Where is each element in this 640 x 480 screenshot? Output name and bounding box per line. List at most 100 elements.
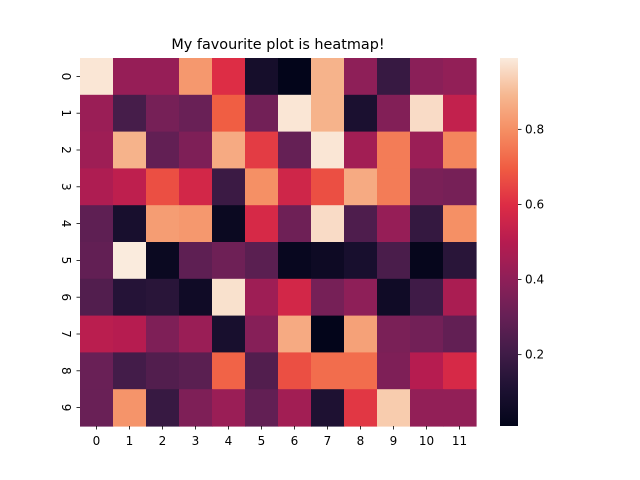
x-tick-label: 7: [324, 434, 332, 448]
heatmap-cell-r7-c1: [113, 315, 147, 353]
heatmap-cell-r9-c8: [344, 389, 378, 427]
heatmap-cell-r5-c6: [278, 242, 312, 280]
heatmap-cell-r6-c5: [245, 278, 279, 317]
y-tick-label: 7: [59, 330, 73, 338]
heatmap-cell-r0-c6: [278, 58, 312, 96]
heatmap-cell-r7-c11: [443, 315, 477, 353]
heatmap-cell-r8-c7: [311, 352, 345, 390]
heatmap-cell-r3-c9: [377, 168, 411, 206]
heatmap-cell-r9-c2: [146, 389, 180, 427]
heatmap-cell-r4-c2: [146, 205, 180, 243]
heatmap-cell-r6-c0: [80, 278, 114, 317]
heatmap-cell-r5-c0: [80, 242, 114, 280]
heatmap-cell-r1-c3: [179, 94, 213, 133]
heatmap-cell-r3-c0: [80, 168, 114, 206]
heatmap-cell-r1-c6: [278, 94, 312, 133]
heatmap-cell-r8-c3: [179, 352, 213, 390]
heatmap-cell-r4-c4: [212, 205, 246, 243]
heatmap-cell-r7-c3: [179, 315, 213, 353]
heatmap-cell-r9-c7: [311, 389, 345, 427]
heatmap-cell-r7-c6: [278, 315, 312, 353]
heatmap-cell-r8-c1: [113, 352, 147, 390]
heatmap-cell-r9-c10: [410, 389, 444, 427]
heatmap-cell-r7-c8: [344, 315, 378, 353]
heatmap-cell-r1-c9: [377, 94, 411, 133]
heatmap-cell-r4-c7: [311, 205, 345, 243]
heatmap-cell-r4-c10: [410, 205, 444, 243]
heatmap-cell-r9-c0: [80, 389, 114, 427]
colorbar-tick-label: 0.8: [525, 122, 544, 136]
heatmap-cell-r6-c1: [113, 278, 147, 317]
heatmap-cell-r1-c5: [245, 94, 279, 133]
heatmap-cell-r9-c5: [245, 389, 279, 427]
x-tick-label: 5: [258, 434, 266, 448]
heatmap-cell-r8-c10: [410, 352, 444, 390]
heatmap-cell-r3-c3: [179, 168, 213, 206]
heatmap-cell-r6-c4: [212, 278, 246, 317]
heatmap-cell-r4-c8: [344, 205, 378, 243]
heatmap-cell-r2-c10: [410, 131, 444, 169]
heatmap-cell-r6-c10: [410, 278, 444, 317]
heatmap-cell-r0-c1: [113, 58, 147, 96]
heatmap-cell-r9-c4: [212, 389, 246, 427]
heatmap-cell-r4-c5: [245, 205, 279, 243]
heatmap-cell-r5-c1: [113, 242, 147, 280]
heatmap-cell-r9-c11: [443, 389, 477, 427]
heatmap-cell-r2-c6: [278, 131, 312, 169]
heatmap-cell-r3-c7: [311, 168, 345, 206]
heatmap-cell-r5-c8: [344, 242, 378, 280]
heatmap-cell-r8-c6: [278, 352, 312, 390]
heatmap-cell-r3-c8: [344, 168, 378, 206]
heatmap-cell-r3-c4: [212, 168, 246, 206]
heatmap-cell-r8-c0: [80, 352, 114, 390]
heatmap-cell-r1-c10: [410, 94, 444, 133]
heatmap-cell-r3-c10: [410, 168, 444, 206]
heatmap-cell-r4-c6: [278, 205, 312, 243]
x-tick-label: 2: [159, 434, 167, 448]
heatmap-cell-r3-c2: [146, 168, 180, 206]
y-tick-label: 6: [59, 293, 73, 301]
heatmap-cell-r2-c11: [443, 131, 477, 169]
heatmap-cell-r1-c8: [344, 94, 378, 133]
heatmap-cell-r6-c7: [311, 278, 345, 317]
heatmap-cell-r2-c4: [212, 131, 246, 169]
heatmap-cell-r7-c2: [146, 315, 180, 353]
heatmap-cell-r7-c7: [311, 315, 345, 353]
heatmap-cell-r7-c5: [245, 315, 279, 353]
heatmap-cell-r3-c6: [278, 168, 312, 206]
heatmap-cell-r2-c0: [80, 131, 114, 169]
heatmap-cell-r6-c11: [443, 278, 477, 317]
heatmap-cell-r8-c9: [377, 352, 411, 390]
heatmap-cell-r0-c7: [311, 58, 345, 96]
x-tick-label: 8: [357, 434, 365, 448]
x-tick-label: 6: [291, 434, 299, 448]
heatmap-cell-r3-c11: [443, 168, 477, 206]
y-tick-label: 3: [59, 183, 73, 191]
x-axis: 0 1 2 3 4 5 6 7 8 9 10 11: [93, 426, 467, 448]
heatmap-cell-r0-c9: [377, 58, 411, 96]
chart-title: My favourite plot is heatmap!: [171, 37, 384, 53]
heatmap-cell-r7-c10: [410, 315, 444, 353]
heatmap-cell-r4-c11: [443, 205, 477, 243]
y-tick-label: 2: [59, 146, 73, 154]
heatmap-cell-r9-c1: [113, 389, 147, 427]
colorbar: 0.2 0.4 0.6 0.8: [500, 58, 544, 426]
heatmap-cell-r6-c9: [377, 278, 411, 317]
heatmap-cell-r5-c5: [245, 242, 279, 280]
heatmap-cell-r1-c4: [212, 94, 246, 133]
heatmap-cell-r6-c8: [344, 278, 378, 317]
heatmap-cell-r2-c1: [113, 131, 147, 169]
heatmap-cell-r8-c2: [146, 352, 180, 390]
heatmap-cell-r7-c4: [212, 315, 246, 353]
heatmap-cell-r1-c0: [80, 94, 114, 133]
heatmap-cell-r6-c3: [179, 278, 213, 317]
heatmap-cell-r5-c3: [179, 242, 213, 280]
heatmap-cell-r1-c7: [311, 94, 345, 133]
y-tick-label: 5: [59, 257, 73, 265]
heatmap-cell-r5-c7: [311, 242, 345, 280]
heatmap-cell-r4-c3: [179, 205, 213, 243]
heatmap-cell-r0-c3: [179, 58, 213, 96]
heatmap-cell-r5-c9: [377, 242, 411, 280]
heatmap-grid: [80, 58, 477, 427]
heatmap-cell-r0-c5: [245, 58, 279, 96]
